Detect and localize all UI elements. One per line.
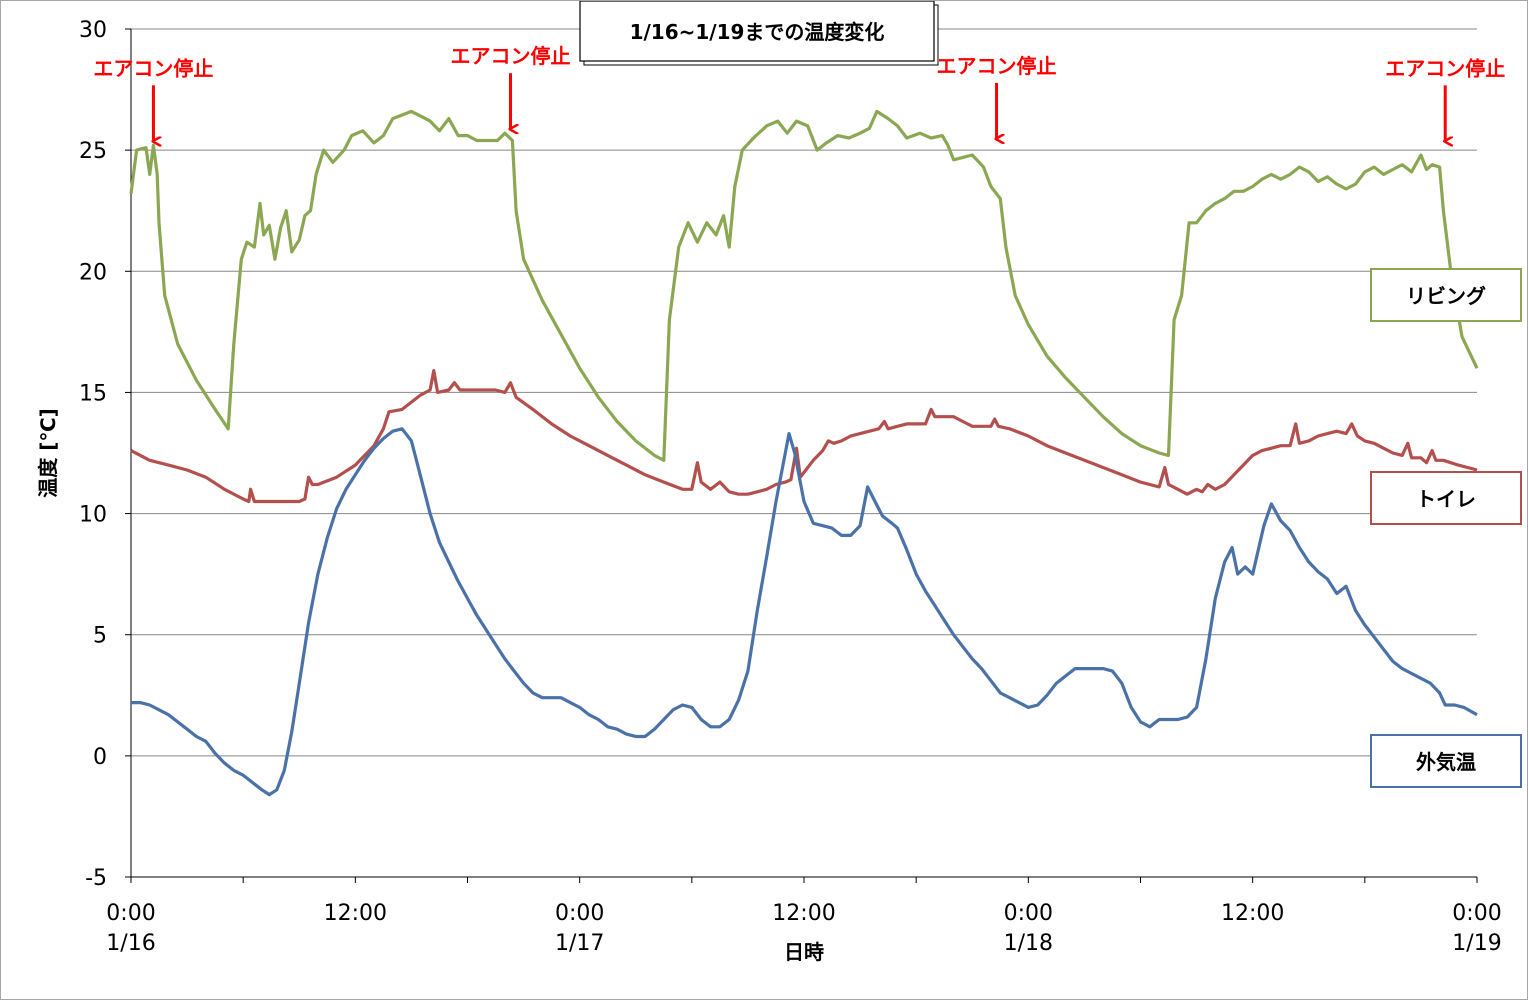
axes: -5 0 5 10 15 20 25 30 0:00 1/16 12:00 0:00 1/17 12:00… <box>79 18 1502 956</box>
series-lines <box>129 109 1479 797</box>
legend-box <box>1370 734 1522 788</box>
series-line-外気温 <box>131 427 1478 797</box>
legend-entry: リビング <box>1370 268 1522 322</box>
legend-label: 外気温 <box>1416 750 1476 774</box>
legend-label: トイレ <box>1416 487 1476 511</box>
series-line-トイレ <box>130 369 1478 504</box>
x-axis-title: 日時 <box>784 940 824 964</box>
y-tick-label: 5 <box>93 624 107 649</box>
x-tick-time-label: 12:00 <box>772 901 835 926</box>
x-tick-time-label: 12:00 <box>324 901 387 926</box>
y-tick-label: 25 <box>79 139 107 164</box>
annotation-label: エアコン停止 <box>93 56 213 80</box>
x-tick-date-label: 1/18 <box>1004 931 1053 956</box>
y-tick-label: 20 <box>79 260 107 285</box>
y-tick-label: 15 <box>79 381 107 406</box>
x-tick-time-label: 0:00 <box>1452 901 1501 926</box>
x-tick-time-label: 0:00 <box>1004 901 1053 926</box>
x-tick-date-label: 1/16 <box>106 931 155 956</box>
y-tick-label: 30 <box>79 18 107 43</box>
y-tick-label: 0 <box>93 745 107 770</box>
y-tick-label: 10 <box>79 503 107 528</box>
legend-entry: トイレ <box>1370 471 1522 525</box>
legend-label: リビング <box>1406 284 1486 308</box>
gridlines <box>131 28 1477 757</box>
y-axis-title: 温度 [℃] <box>36 408 60 497</box>
x-tick-date-label: 1/19 <box>1452 931 1501 956</box>
annotation-label: エアコン停止 <box>937 54 1057 78</box>
chart-title-box: 1/16~1/19までの温度変化 <box>579 1 939 66</box>
chart-title: 1/16~1/19までの温度変化 <box>630 20 885 44</box>
y-tick-label: -5 <box>85 866 107 891</box>
series-line-リビング <box>129 109 1479 462</box>
legend-box <box>1370 471 1522 525</box>
x-tick-time-label: 0:00 <box>106 901 155 926</box>
legend-entry: 外気温 <box>1370 734 1522 788</box>
annotation-label: エアコン停止 <box>1385 56 1505 80</box>
x-tick-date-label: 1/17 <box>555 931 604 956</box>
annotation-label: エアコン停止 <box>450 44 570 68</box>
x-tick-time-label: 0:00 <box>555 901 604 926</box>
legend-box <box>1370 268 1522 322</box>
x-tick-time-label: 12:00 <box>1221 901 1284 926</box>
